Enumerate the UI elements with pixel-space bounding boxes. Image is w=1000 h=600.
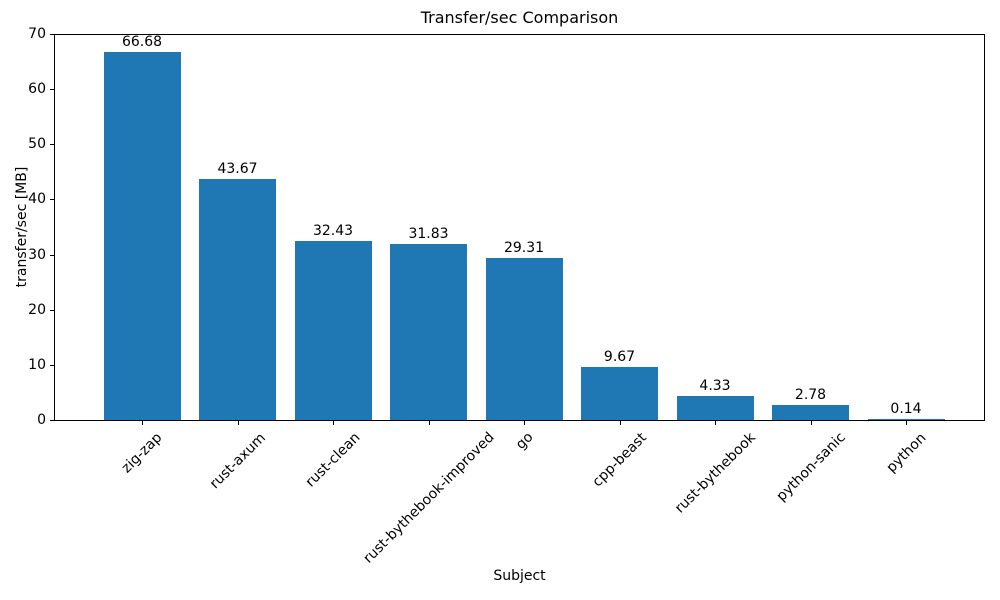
bar-rust-axum: [199, 179, 276, 420]
x-tick-label: cpp-beast: [589, 429, 650, 490]
x-tick-label: rust-clean: [302, 429, 364, 491]
x-tick-mark: [906, 421, 907, 425]
y-tick-label: 40: [28, 191, 46, 207]
y-tick-label: 50: [28, 136, 46, 152]
x-tick-mark: [715, 421, 716, 425]
x-tick-label: python-sanic: [773, 429, 849, 505]
bar-rust-bythebook: [676, 396, 754, 420]
x-tick-mark: [142, 421, 143, 425]
y-tick-mark: [50, 89, 54, 90]
plot-area: [54, 34, 985, 421]
y-tick-mark: [50, 365, 54, 366]
bar-value-label: 4.33: [699, 378, 731, 394]
bar-python: [867, 419, 945, 420]
bar-go: [485, 258, 563, 420]
chart-title: Transfer/sec Comparison: [420, 8, 619, 27]
x-tick-mark: [810, 421, 812, 425]
bar-value-label: 43.67: [217, 161, 258, 177]
x-tick-label: go: [512, 429, 537, 454]
y-tick-label: 20: [28, 302, 46, 318]
bar-zig-zap: [103, 52, 181, 420]
x-tick-label: rust-axum: [206, 429, 269, 492]
y-tick-mark: [50, 420, 54, 421]
y-tick-mark: [50, 144, 54, 145]
y-tick-label: 30: [28, 247, 46, 263]
x-tick-label: rust-bythebook-improved: [359, 429, 498, 567]
x-tick-mark: [237, 421, 239, 425]
x-tick-label: python: [883, 429, 929, 476]
bar-value-label: 31.83: [408, 226, 449, 242]
bar-cpp-beast: [581, 367, 658, 420]
bar-value-label: 2.78: [794, 387, 827, 403]
x-tick-mark: [524, 421, 525, 425]
x-axis-label: Subject: [493, 568, 546, 584]
bar-value-label: 9.67: [603, 349, 636, 365]
y-tick-label: 10: [28, 357, 46, 373]
y-tick-mark: [50, 255, 54, 256]
bar-rust-clean: [294, 241, 372, 420]
bar-python-sanic: [772, 405, 849, 420]
x-tick-label: rust-bythebook: [671, 429, 759, 517]
x-tick-mark: [428, 421, 430, 425]
x-tick-label: zig-zap: [118, 429, 166, 477]
y-axis-label: transfer/sec [MB]: [14, 166, 30, 288]
bar-value-label: 29.31: [503, 240, 545, 256]
y-tick-mark: [50, 199, 54, 200]
x-tick-mark: [619, 421, 621, 425]
y-tick-label: 70: [28, 26, 46, 42]
bar-value-label: 66.68: [121, 34, 163, 50]
bar-value-label: 32.43: [312, 223, 354, 239]
y-tick-label: 0: [37, 412, 46, 428]
bar-value-label: 0.14: [890, 401, 922, 417]
bar-rust-bythebook-improved: [390, 244, 467, 420]
y-tick-mark: [50, 310, 54, 311]
y-tick-label: 60: [28, 81, 46, 97]
y-tick-mark: [50, 34, 54, 35]
x-tick-mark: [333, 421, 334, 425]
